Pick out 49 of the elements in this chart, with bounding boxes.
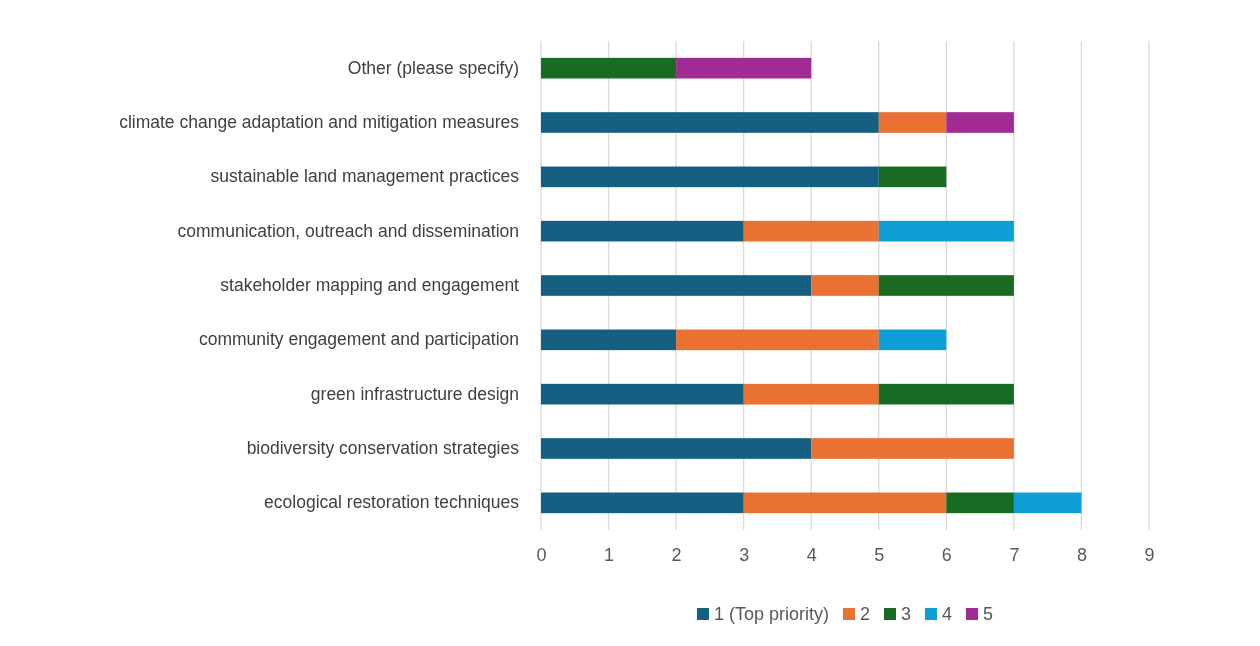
y-tick-label: biodiversity conservation strategies — [246, 438, 520, 459]
legend-label: 4 — [942, 604, 953, 624]
bar — [811, 438, 1014, 459]
bar — [811, 275, 879, 296]
bar — [541, 438, 812, 459]
x-tick-label: 9 — [1144, 544, 1155, 565]
x-tick-label: 0 — [536, 544, 547, 565]
y-tick-label: stakeholder mapping and engagement — [220, 275, 520, 296]
x-tick-label: 3 — [739, 544, 750, 565]
y-tick-label: community engagement and participation — [198, 329, 519, 350]
bar — [541, 112, 879, 133]
x-tick-label: 6 — [941, 544, 952, 565]
legend-label: 5 — [983, 604, 994, 624]
bar — [878, 329, 947, 351]
bar — [541, 492, 744, 514]
bar — [743, 492, 947, 514]
legend-label: 2 — [859, 604, 870, 624]
bar — [541, 329, 677, 351]
bar — [676, 57, 812, 79]
x-tick-label: 8 — [1076, 544, 1087, 565]
y-tick-label: Other (please specify) — [347, 57, 519, 78]
y-tick-label: ecological restoration techniques — [264, 492, 520, 513]
y-tick-label: communication, outreach and dissemination — [177, 220, 519, 241]
bar — [946, 112, 1014, 133]
bar — [878, 275, 1014, 296]
bar — [541, 275, 812, 296]
bar — [676, 329, 879, 351]
bar — [878, 166, 947, 188]
legend-label: 3 — [901, 604, 912, 624]
bar — [541, 166, 879, 188]
bar — [946, 492, 1014, 514]
x-tick-label: 2 — [671, 544, 682, 565]
y-tick-label: climate change adaptation and mitigation measures — [119, 112, 520, 133]
bar — [743, 383, 879, 405]
y-tick-label: green infrastructure design — [310, 383, 519, 404]
bar — [878, 383, 1014, 405]
bar — [743, 220, 879, 242]
bar — [878, 220, 1014, 242]
x-tick-label: 7 — [1009, 544, 1020, 565]
x-tick-label: 5 — [874, 544, 885, 565]
y-tick-label: sustainable land management practices — [210, 166, 520, 187]
x-tick-label: 1 — [604, 544, 615, 565]
x-tick-label: 4 — [806, 544, 817, 565]
bar — [541, 57, 677, 79]
bar — [541, 383, 744, 405]
legend-label: 1 (Top priority) — [713, 604, 829, 624]
bar — [541, 220, 744, 242]
bar — [878, 112, 947, 133]
bar — [1013, 492, 1082, 514]
